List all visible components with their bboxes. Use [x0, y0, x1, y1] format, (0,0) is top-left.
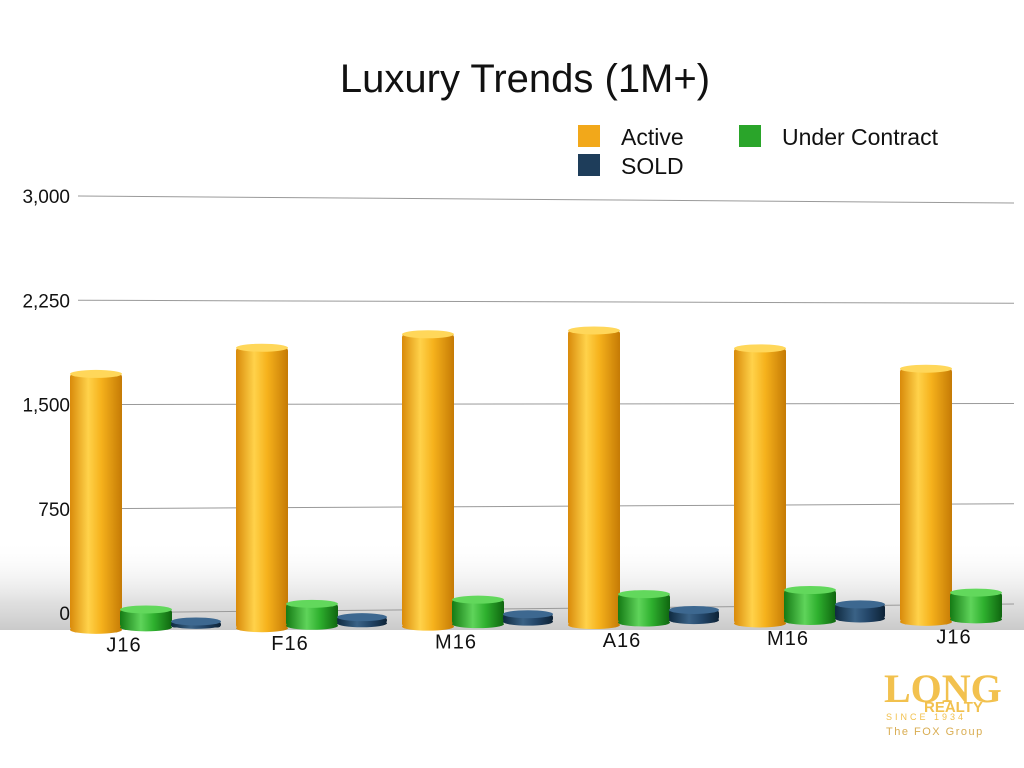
- bar-sold-cap: [337, 613, 387, 622]
- bar-under-contract: [120, 605, 172, 632]
- legend-swatch-active: [578, 125, 600, 147]
- bars: [70, 326, 1002, 634]
- bar-active-body: [236, 347, 288, 629]
- bar-sold: [337, 613, 387, 628]
- bar-under-contract-base: [950, 615, 1002, 624]
- bar-under-contract-cap: [120, 605, 172, 614]
- bar-sold: [503, 610, 553, 626]
- legend-swatch-sold: [578, 154, 600, 176]
- x-category-label: A16: [603, 630, 642, 652]
- bar-sold: [171, 617, 221, 629]
- bar-under-contract: [452, 595, 504, 629]
- bar-under-contract-base: [618, 618, 670, 627]
- bar-active-base: [402, 622, 454, 631]
- gridline: [77, 503, 1015, 510]
- bar-sold-base: [503, 617, 553, 626]
- bar-active-base: [734, 619, 786, 628]
- bar-under-contract-cap: [784, 585, 836, 594]
- bar-under-contract: [950, 588, 1002, 624]
- bar-under-contract-base: [784, 616, 836, 625]
- bar-under-contract-body: [950, 592, 1002, 620]
- bar-active-base: [900, 617, 952, 626]
- bar-active-cap: [402, 330, 454, 339]
- long-realty-logo: LONG REALTY SINCE 1934 The FOX Group: [884, 666, 1002, 738]
- bar-sold-base: [835, 614, 885, 623]
- legend-label-active: Active: [621, 124, 684, 150]
- chart-title: Luxury Trends (1M+): [340, 57, 710, 101]
- bar-under-contract-cap: [950, 588, 1002, 597]
- bar-active: [900, 364, 952, 626]
- bar-active-base: [70, 625, 122, 634]
- y-tick-label: 0: [59, 604, 70, 625]
- bar-active-cap: [70, 369, 122, 378]
- bar-active-cap: [734, 344, 786, 353]
- bar-under-contract-body: [452, 599, 504, 625]
- bar-active-body: [568, 330, 620, 626]
- bar-sold-cap: [171, 617, 221, 626]
- bar-under-contract-cap: [618, 590, 670, 599]
- y-tick-label: 2,250: [22, 291, 70, 312]
- y-tick-label: 3,000: [22, 187, 70, 208]
- bar-sold: [835, 600, 885, 623]
- logo-group: The FOX Group: [886, 726, 984, 738]
- bar-sold-base: [669, 616, 719, 625]
- bar-under-contract-body: [120, 609, 172, 628]
- bar-under-contract-cap: [452, 595, 504, 604]
- bar-under-contract-base: [286, 621, 338, 630]
- bar-sold-cap: [503, 610, 553, 619]
- bar-under-contract-base: [452, 620, 504, 629]
- y-tick-label: 750: [38, 500, 70, 521]
- bar-sold-body: [835, 604, 885, 619]
- bar-active-body: [70, 373, 122, 630]
- gridline: [77, 403, 1015, 405]
- x-axis-labels: J16 F16 M16 A16 M16 J16: [106, 627, 971, 657]
- gridline: [77, 299, 1015, 304]
- x-category-label: J16: [936, 627, 971, 649]
- bar-active-body: [900, 368, 952, 622]
- logo-since: SINCE 1934: [886, 712, 966, 722]
- x-category-label: F16: [271, 633, 308, 655]
- bar-active: [236, 343, 288, 633]
- grid: [77, 195, 1015, 614]
- bar-active-cap: [568, 326, 620, 335]
- x-category-label: J16: [106, 635, 141, 657]
- bar-active: [568, 326, 620, 630]
- bar-sold-base: [337, 619, 387, 628]
- bar-active-base: [568, 621, 620, 630]
- x-category-label: M16: [435, 631, 477, 653]
- bar-active: [402, 330, 454, 631]
- legend-label-under-contract: Under Contract: [782, 124, 939, 150]
- bar-active-base: [236, 624, 288, 633]
- bar-sold: [669, 605, 719, 625]
- legend: Active Under Contract SOLD: [578, 124, 939, 179]
- bar-active-cap: [900, 364, 952, 373]
- x-category-label: M16: [767, 628, 809, 650]
- bar-sold-cap: [835, 600, 885, 609]
- logo-word-main: LONG: [884, 666, 1002, 711]
- bar-under-contract: [618, 590, 670, 627]
- y-axis-ticks: 3,000 2,250 1,500 750 0: [22, 187, 70, 625]
- bar-active-cap: [236, 343, 288, 352]
- bar-under-contract: [784, 585, 836, 625]
- bar-active: [70, 369, 122, 634]
- y-tick-label: 1,500: [22, 396, 70, 417]
- bar-under-contract-body: [286, 603, 338, 626]
- logo-word-sub: REALTY: [924, 699, 983, 716]
- bar-active: [734, 344, 786, 628]
- bar-under-contract-body: [618, 594, 670, 623]
- legend-swatch-under-contract: [739, 125, 761, 147]
- gridline: [77, 195, 1015, 204]
- bar-under-contract-cap: [286, 599, 338, 608]
- bar-under-contract-base: [120, 623, 172, 632]
- bar-active-body: [734, 348, 786, 624]
- bar-under-contract-body: [784, 589, 836, 621]
- legend-label-sold: SOLD: [621, 153, 684, 179]
- bar-active-body: [402, 334, 454, 627]
- bar-under-contract: [286, 599, 338, 630]
- bar-sold-cap: [669, 605, 719, 614]
